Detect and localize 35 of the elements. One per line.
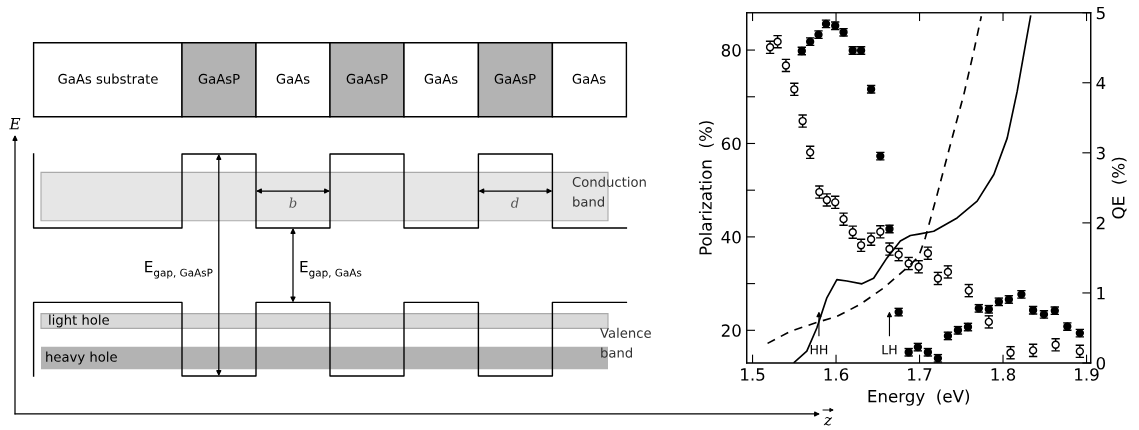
text: z: [823, 416, 833, 426]
text: GaAs: [276, 73, 310, 84]
x-tick-label: 1.6: [824, 368, 849, 381]
y2-axis-title: QE (%): [1111, 157, 1127, 219]
y-tick-label: 80: [721, 44, 741, 57]
text: Valence band: [600, 327, 651, 358]
text: GaAsP: [346, 73, 388, 84]
y2-tick-label: 5: [1096, 6, 1105, 20]
y2-tick-label: 2: [1096, 216, 1105, 230]
y2-tick-label: 0: [1096, 356, 1106, 370]
text: GaAsP: [198, 73, 240, 84]
annotation: HH: [810, 345, 828, 355]
x-axis-title: Energy (eV): [868, 389, 970, 406]
text: heavy hole: [46, 351, 117, 365]
y2-tick-label: 3: [1096, 146, 1105, 160]
text: E: [9, 118, 21, 130]
text: GaAs substrate: [58, 73, 158, 84]
text: d: [511, 197, 519, 208]
x-tick-label: 1.7: [908, 368, 932, 381]
y-tick-label: 60: [721, 137, 741, 151]
x-tick-label: 1.8: [991, 368, 1016, 381]
text: b: [289, 197, 297, 208]
text: GaAs: [572, 73, 606, 84]
text: light hole: [49, 314, 109, 328]
x-tick-label: 1.5: [741, 368, 765, 381]
text: GaAs: [424, 73, 458, 84]
annotation: LH: [882, 345, 897, 355]
y-axis-title: Polarization (%): [698, 121, 714, 255]
text: Conduction band: [572, 176, 646, 207]
text: GaAsP: [494, 73, 536, 84]
y-tick-label: 20: [721, 324, 741, 337]
y-tick-label: 40: [721, 230, 741, 244]
x-tick-label: 1.9: [1075, 368, 1099, 381]
y2-tick-label: 4: [1096, 76, 1106, 90]
y2-tick-label: 1: [1097, 287, 1105, 300]
